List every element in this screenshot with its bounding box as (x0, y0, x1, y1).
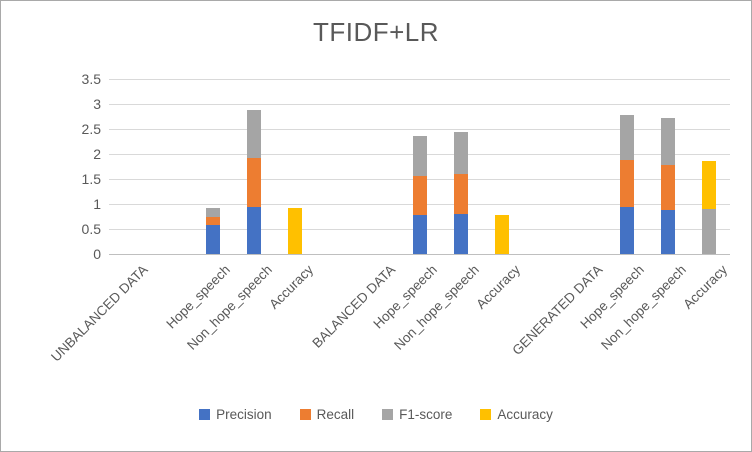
legend-item-recall: Recall (299, 407, 355, 422)
bar-segment-f1-score (619, 115, 634, 160)
legend-label: Recall (316, 407, 355, 422)
chart-title: TFIDF+LR (312, 17, 440, 47)
bar-segment-recall (412, 176, 427, 215)
bar-segment-accuracy (495, 214, 510, 254)
gridline (109, 129, 730, 130)
gridline (109, 104, 730, 105)
x-axis-line (109, 254, 730, 255)
bar-segment-recall (205, 217, 220, 225)
legend-swatch-icon (199, 409, 211, 420)
x-axis-category-label: Accuracy (266, 262, 316, 312)
bar-segment-precision (247, 206, 261, 254)
bar-segment-recall (247, 158, 261, 207)
legend-item-f1-score: F1-score (382, 407, 452, 422)
bar-segment-f1-score (247, 110, 261, 159)
legend-swatch-icon (382, 409, 394, 420)
y-axis-tick-label: 1 (93, 196, 101, 212)
gridline (109, 79, 730, 80)
bar-segment-f1-score (205, 208, 220, 218)
legend-item-accuracy: Accuracy (480, 407, 553, 422)
bar-segment-f1-score (702, 209, 717, 254)
legend: Precision Recall F1-score Accuracy (1, 407, 751, 422)
bar-segment-precision (205, 224, 220, 254)
bar-segment-precision (661, 210, 675, 254)
bar-segment-accuracy (288, 208, 303, 254)
y-axis-tick-label: 0 (93, 246, 101, 262)
y-axis-tick-label: 3.5 (81, 71, 101, 87)
legend-swatch-icon (480, 409, 492, 420)
y-axis-tick-label: 2 (93, 146, 101, 162)
bar-segment-precision (412, 214, 427, 254)
y-axis-tick-label: 3 (93, 96, 101, 112)
x-axis-category-label: Accuracy (680, 262, 730, 312)
bar-segment-recall (661, 165, 675, 211)
bar-segment-f1-score (454, 132, 468, 174)
y-axis-tick-label: 0.5 (81, 221, 101, 237)
y-axis-tick-label: 1.5 (81, 171, 101, 187)
bar-segment-precision (454, 213, 468, 254)
bar-segment-precision (619, 206, 634, 254)
bar-segment-f1-score (661, 118, 675, 166)
y-axis-tick-label: 2.5 (81, 121, 101, 137)
legend-label: Accuracy (497, 407, 553, 422)
bar-segment-accuracy (702, 161, 717, 210)
legend-label: Precision (216, 407, 272, 422)
x-axis-category-label: Accuracy (473, 262, 523, 312)
legend-item-precision: Precision (199, 407, 272, 422)
legend-label: F1-score (399, 407, 453, 422)
bar-segment-f1-score (412, 136, 427, 177)
bar-segment-recall (454, 173, 468, 214)
bar-segment-recall (619, 159, 634, 207)
legend-swatch-icon (299, 409, 311, 420)
x-axis-category-label: UNBALANCED DATA (48, 262, 151, 365)
